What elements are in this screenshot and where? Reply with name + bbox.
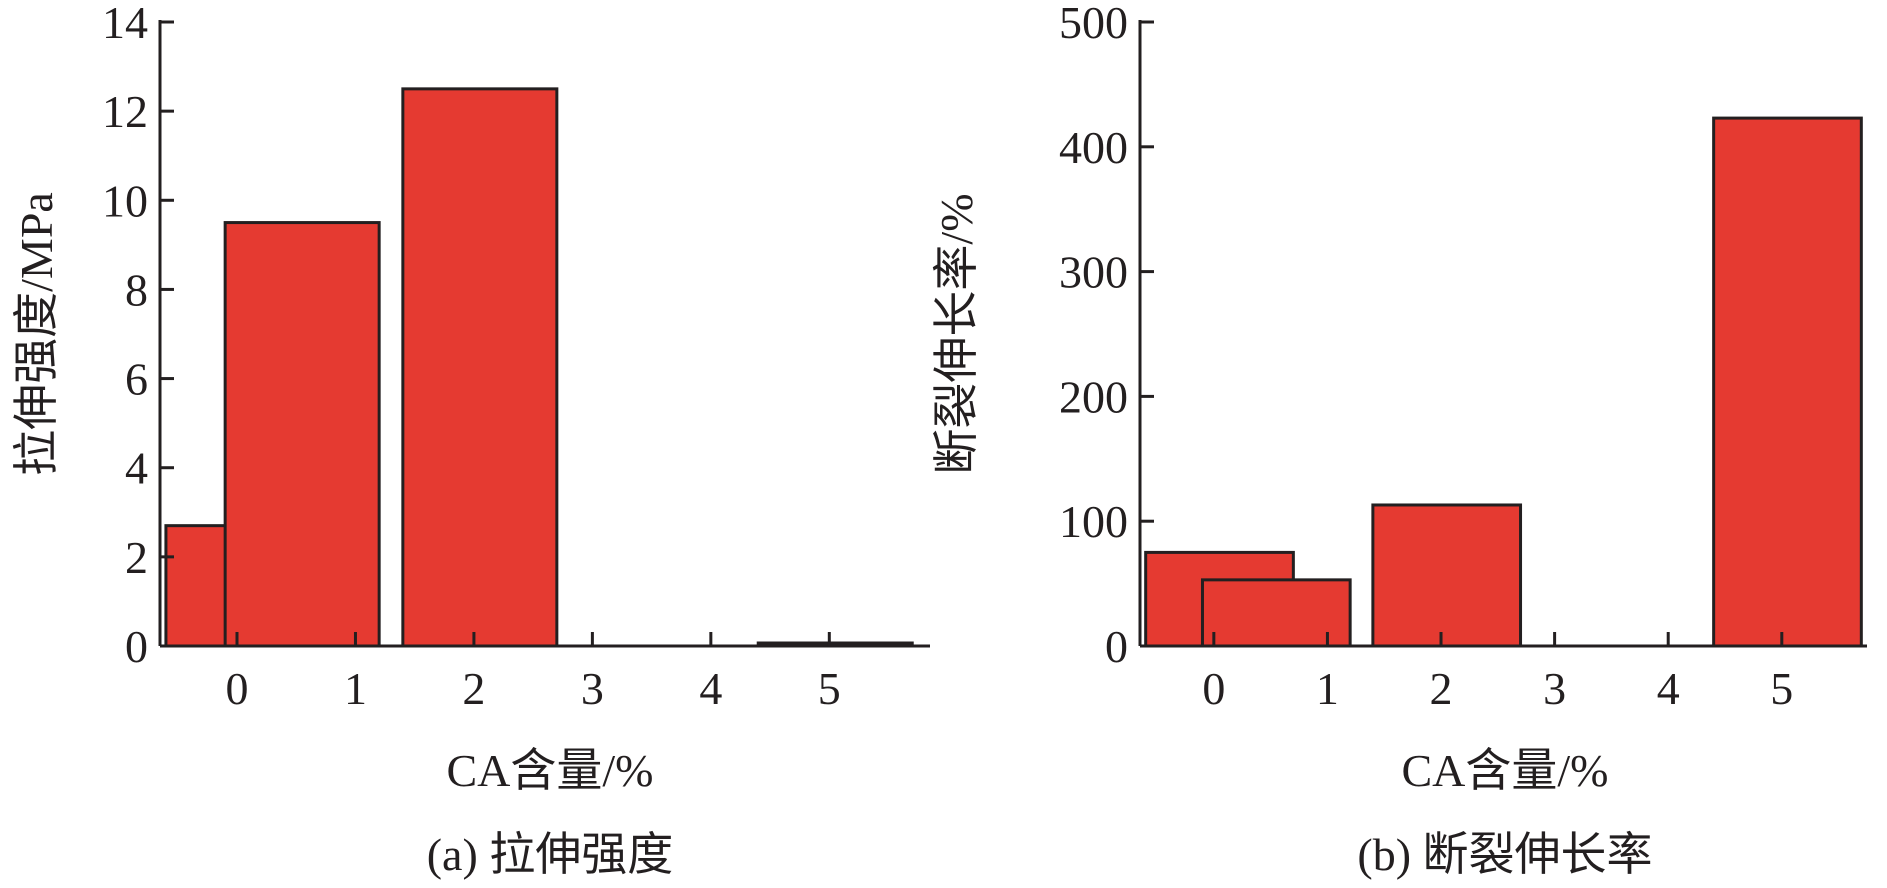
x-tick-label: 5 [1770, 663, 1793, 714]
panel-elongation-at-break: 0 100 200 300 400 500 0 1 2 3 4 5 CA含量/% 断裂伸长率/% (b) 断… [931, 0, 1867, 880]
panel-caption: (a) 拉伸强度 [427, 829, 674, 880]
y-tick-label: 100 [1059, 496, 1128, 547]
bar-2 [401, 87, 559, 648]
bar-3 [1712, 116, 1863, 648]
bar-2 [1371, 503, 1523, 648]
x-tick-label: 0 [226, 663, 249, 714]
x-tick-label: 4 [699, 663, 722, 714]
y-tick-label: 10 [102, 175, 148, 226]
x-tick-label: 0 [1202, 663, 1225, 714]
y-tick-label: 300 [1059, 247, 1128, 298]
y-tick-label: 6 [125, 354, 148, 405]
x-tick-label: 1 [344, 663, 367, 714]
y-axis-title: 断裂伸长率/% [931, 193, 982, 474]
x-tick-label: 1 [1316, 663, 1339, 714]
x-tick-label: 2 [462, 663, 485, 714]
y-tick-label: 8 [125, 264, 148, 315]
y-tick-label: 14 [102, 0, 148, 48]
y-tick-label: 4 [125, 443, 148, 494]
x-axis-title: CA含量/% [1402, 745, 1609, 796]
y-tick-label: 400 [1059, 122, 1128, 173]
x-tick-label: 5 [818, 663, 841, 714]
x-tick-label: 3 [1543, 663, 1566, 714]
x-tick-label: 2 [1430, 663, 1453, 714]
x-tick-label: 3 [581, 663, 604, 714]
y-tick-label: 0 [1105, 621, 1128, 672]
bar-1 [223, 221, 381, 648]
y-axis-title: 拉伸强度/MPa [11, 192, 62, 476]
x-tick-label: 4 [1657, 663, 1680, 714]
y-tick-label: 500 [1059, 0, 1128, 48]
y-tick-label: 12 [102, 86, 148, 137]
panel-caption: (b) 断裂伸长率 [1357, 829, 1652, 880]
y-tick-label: 2 [125, 532, 148, 583]
x-axis-title: CA含量/% [447, 745, 654, 796]
y-tick-label: 200 [1059, 371, 1128, 422]
y-tick-label: 0 [125, 621, 148, 672]
